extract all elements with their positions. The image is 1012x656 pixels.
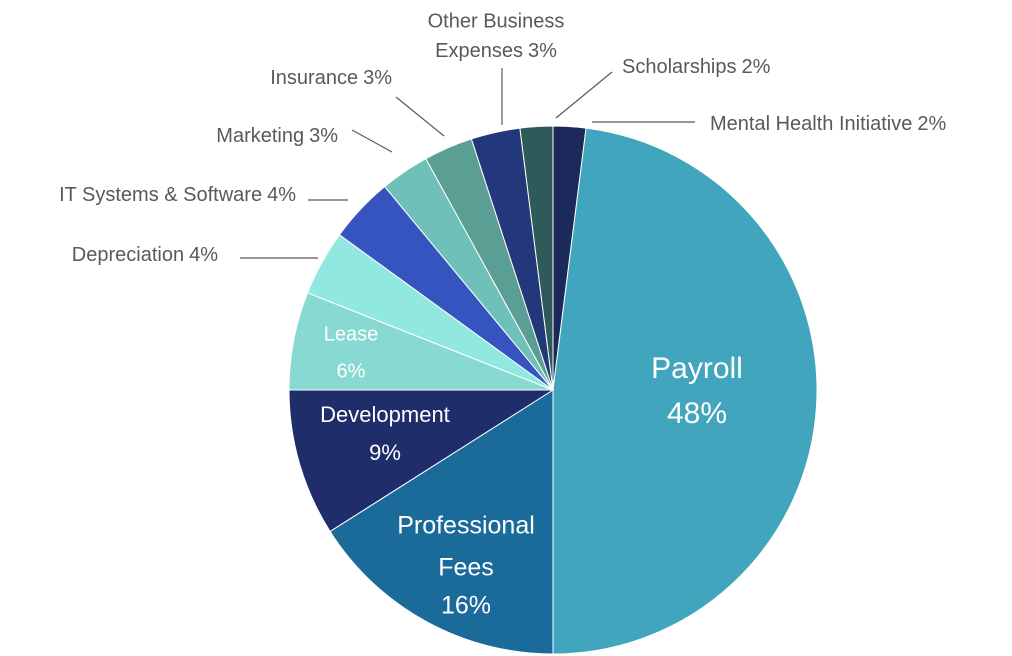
category-label: IT Systems & Software — [59, 184, 262, 206]
value-label: 3% — [528, 40, 557, 62]
category-label: Scholarships — [622, 56, 737, 78]
value-label: 4% — [189, 244, 218, 266]
category-label: Mental Health Initiative — [710, 113, 912, 135]
pie-slice — [288, 389, 555, 533]
slice-label: Expenses — [435, 40, 523, 62]
category-label: Depreciation — [72, 244, 184, 266]
category-label: Development — [320, 402, 450, 427]
category-label: Professional — [397, 512, 535, 540]
category-label: Insurance — [270, 67, 358, 89]
slice-label: Expenses 3% — [435, 40, 557, 62]
slice-label: IT Systems & Software 4% — [59, 184, 296, 206]
leader-line — [351, 129, 393, 153]
value-label: 2% — [742, 56, 771, 78]
category-label: Lease — [324, 323, 379, 345]
category-label: Marketing — [216, 125, 304, 147]
leader-line — [395, 96, 445, 137]
category-label: Fees — [438, 554, 494, 582]
value-label: 2% — [917, 113, 946, 135]
value-label: 6% — [337, 360, 366, 382]
leader-line — [555, 71, 613, 119]
slice-label: Mental Health Initiative 2% — [710, 113, 946, 135]
value-label: 3% — [309, 125, 338, 147]
value-label: 48% — [667, 397, 727, 430]
slice-label: Other Business — [428, 10, 565, 32]
slice-label: Marketing 3% — [216, 125, 338, 147]
pie-slice — [519, 125, 554, 391]
category-label: Payroll — [651, 352, 743, 385]
pie-slice — [329, 389, 554, 655]
slice-label: Scholarships 2% — [622, 56, 771, 78]
value-label: 9% — [369, 440, 401, 465]
slice-label: Depreciation 4% — [72, 244, 218, 266]
value-label: 16% — [441, 592, 491, 620]
slice-label: Insurance 3% — [270, 67, 392, 89]
pie-slice — [552, 127, 818, 655]
value-label: 4% — [267, 184, 296, 206]
value-label: 3% — [363, 67, 392, 89]
